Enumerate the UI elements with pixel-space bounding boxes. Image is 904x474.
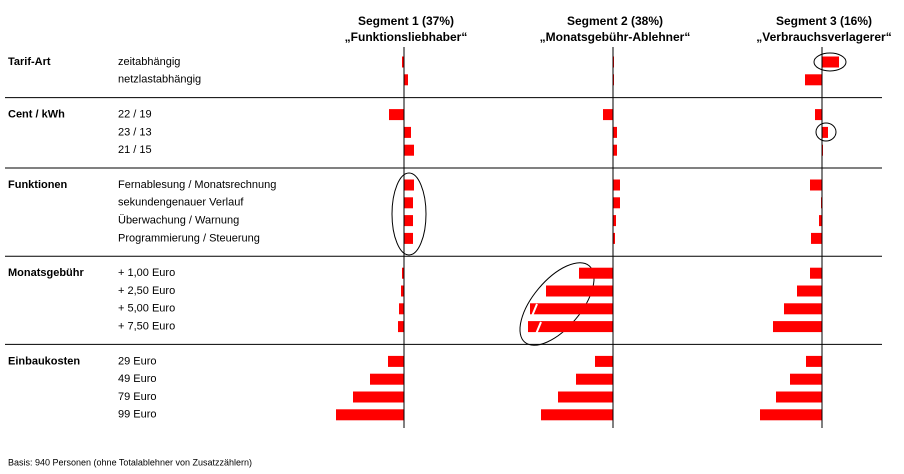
series-name: Segment 2 (38%)	[567, 14, 663, 28]
series-name: Segment 1 (37%)	[358, 14, 454, 28]
highlight	[519, 262, 595, 346]
bar	[613, 126, 617, 138]
bar	[402, 267, 404, 279]
category-label: 79 Euro	[118, 391, 157, 403]
bar	[404, 144, 414, 156]
hatch	[531, 303, 538, 317]
bar	[404, 179, 414, 191]
bar	[401, 285, 404, 297]
bar	[336, 409, 404, 421]
bar	[558, 391, 613, 403]
series-label: „Funktionsliebhaber“	[345, 30, 468, 44]
category-label: sekundengenauer Verlauf	[118, 197, 244, 209]
category-label: + 5,00 Euro	[118, 303, 175, 315]
bar	[404, 197, 413, 209]
hatch	[535, 321, 542, 335]
bar	[810, 179, 822, 191]
footnote: Basis: 940 Personen (ohne Totalablehner …	[8, 457, 252, 467]
category-label: + 7,50 Euro	[118, 321, 175, 333]
series-name: Segment 3 (16%)	[776, 14, 872, 28]
category-label: 29 Euro	[118, 355, 157, 367]
bar	[784, 303, 822, 315]
bar	[399, 303, 404, 315]
category-label: 22 / 19	[118, 109, 152, 121]
bar	[530, 303, 613, 315]
bar	[776, 391, 822, 403]
highlight	[813, 52, 847, 72]
group-label: Cent / kWh	[8, 109, 65, 121]
bar	[404, 126, 411, 138]
group-label: Einbaukosten	[8, 355, 80, 367]
bar	[613, 232, 615, 244]
bar	[810, 267, 822, 279]
bar	[398, 321, 404, 333]
bar	[389, 109, 404, 121]
bar	[404, 74, 408, 86]
bar	[595, 355, 613, 367]
category-label: Fernablesung / Monatsrechnung	[118, 179, 276, 191]
bar	[603, 109, 613, 121]
category-label: 99 Euro	[118, 409, 157, 421]
bar	[404, 232, 413, 244]
bar	[353, 391, 404, 403]
group-label: Funktionen	[8, 179, 68, 191]
series-label: „Monatsgebühr-Ablehner“	[540, 30, 691, 44]
bar	[579, 267, 613, 279]
bar	[760, 409, 822, 421]
series-label: „Verbrauchsverlagerer“	[756, 30, 891, 44]
bar	[797, 285, 822, 297]
bar	[541, 409, 613, 421]
category-label: + 1,00 Euro	[118, 267, 175, 279]
bar	[528, 321, 613, 333]
bar	[822, 126, 828, 138]
group-label: Tarif-Art	[8, 56, 51, 68]
group-label: Monatsgebühr	[8, 267, 84, 279]
bar	[613, 179, 620, 191]
bar	[404, 215, 413, 227]
bar	[402, 56, 404, 68]
bar	[576, 373, 613, 385]
bar	[613, 197, 620, 209]
category-label: 23 / 13	[118, 126, 152, 138]
bar	[773, 321, 822, 333]
bar	[388, 355, 404, 367]
category-label: zeitabhängig	[118, 56, 180, 68]
category-label: 21 / 15	[118, 144, 152, 156]
bar	[819, 215, 822, 227]
bar	[790, 373, 822, 385]
highlight	[815, 122, 837, 142]
category-label: netzlastabhängig	[118, 74, 201, 86]
highlight	[391, 172, 427, 256]
bar	[811, 232, 822, 244]
bar	[806, 355, 822, 367]
category-label: 49 Euro	[118, 373, 157, 385]
bar	[822, 56, 839, 68]
bar	[613, 215, 616, 227]
bar	[613, 144, 617, 156]
category-label: Überwachung / Warnung	[118, 215, 239, 227]
category-label: Programmierung / Steuerung	[118, 232, 260, 244]
bar	[370, 373, 404, 385]
bar	[815, 109, 822, 121]
bar	[546, 285, 613, 297]
category-label: + 2,50 Euro	[118, 285, 175, 297]
bar	[805, 74, 822, 86]
